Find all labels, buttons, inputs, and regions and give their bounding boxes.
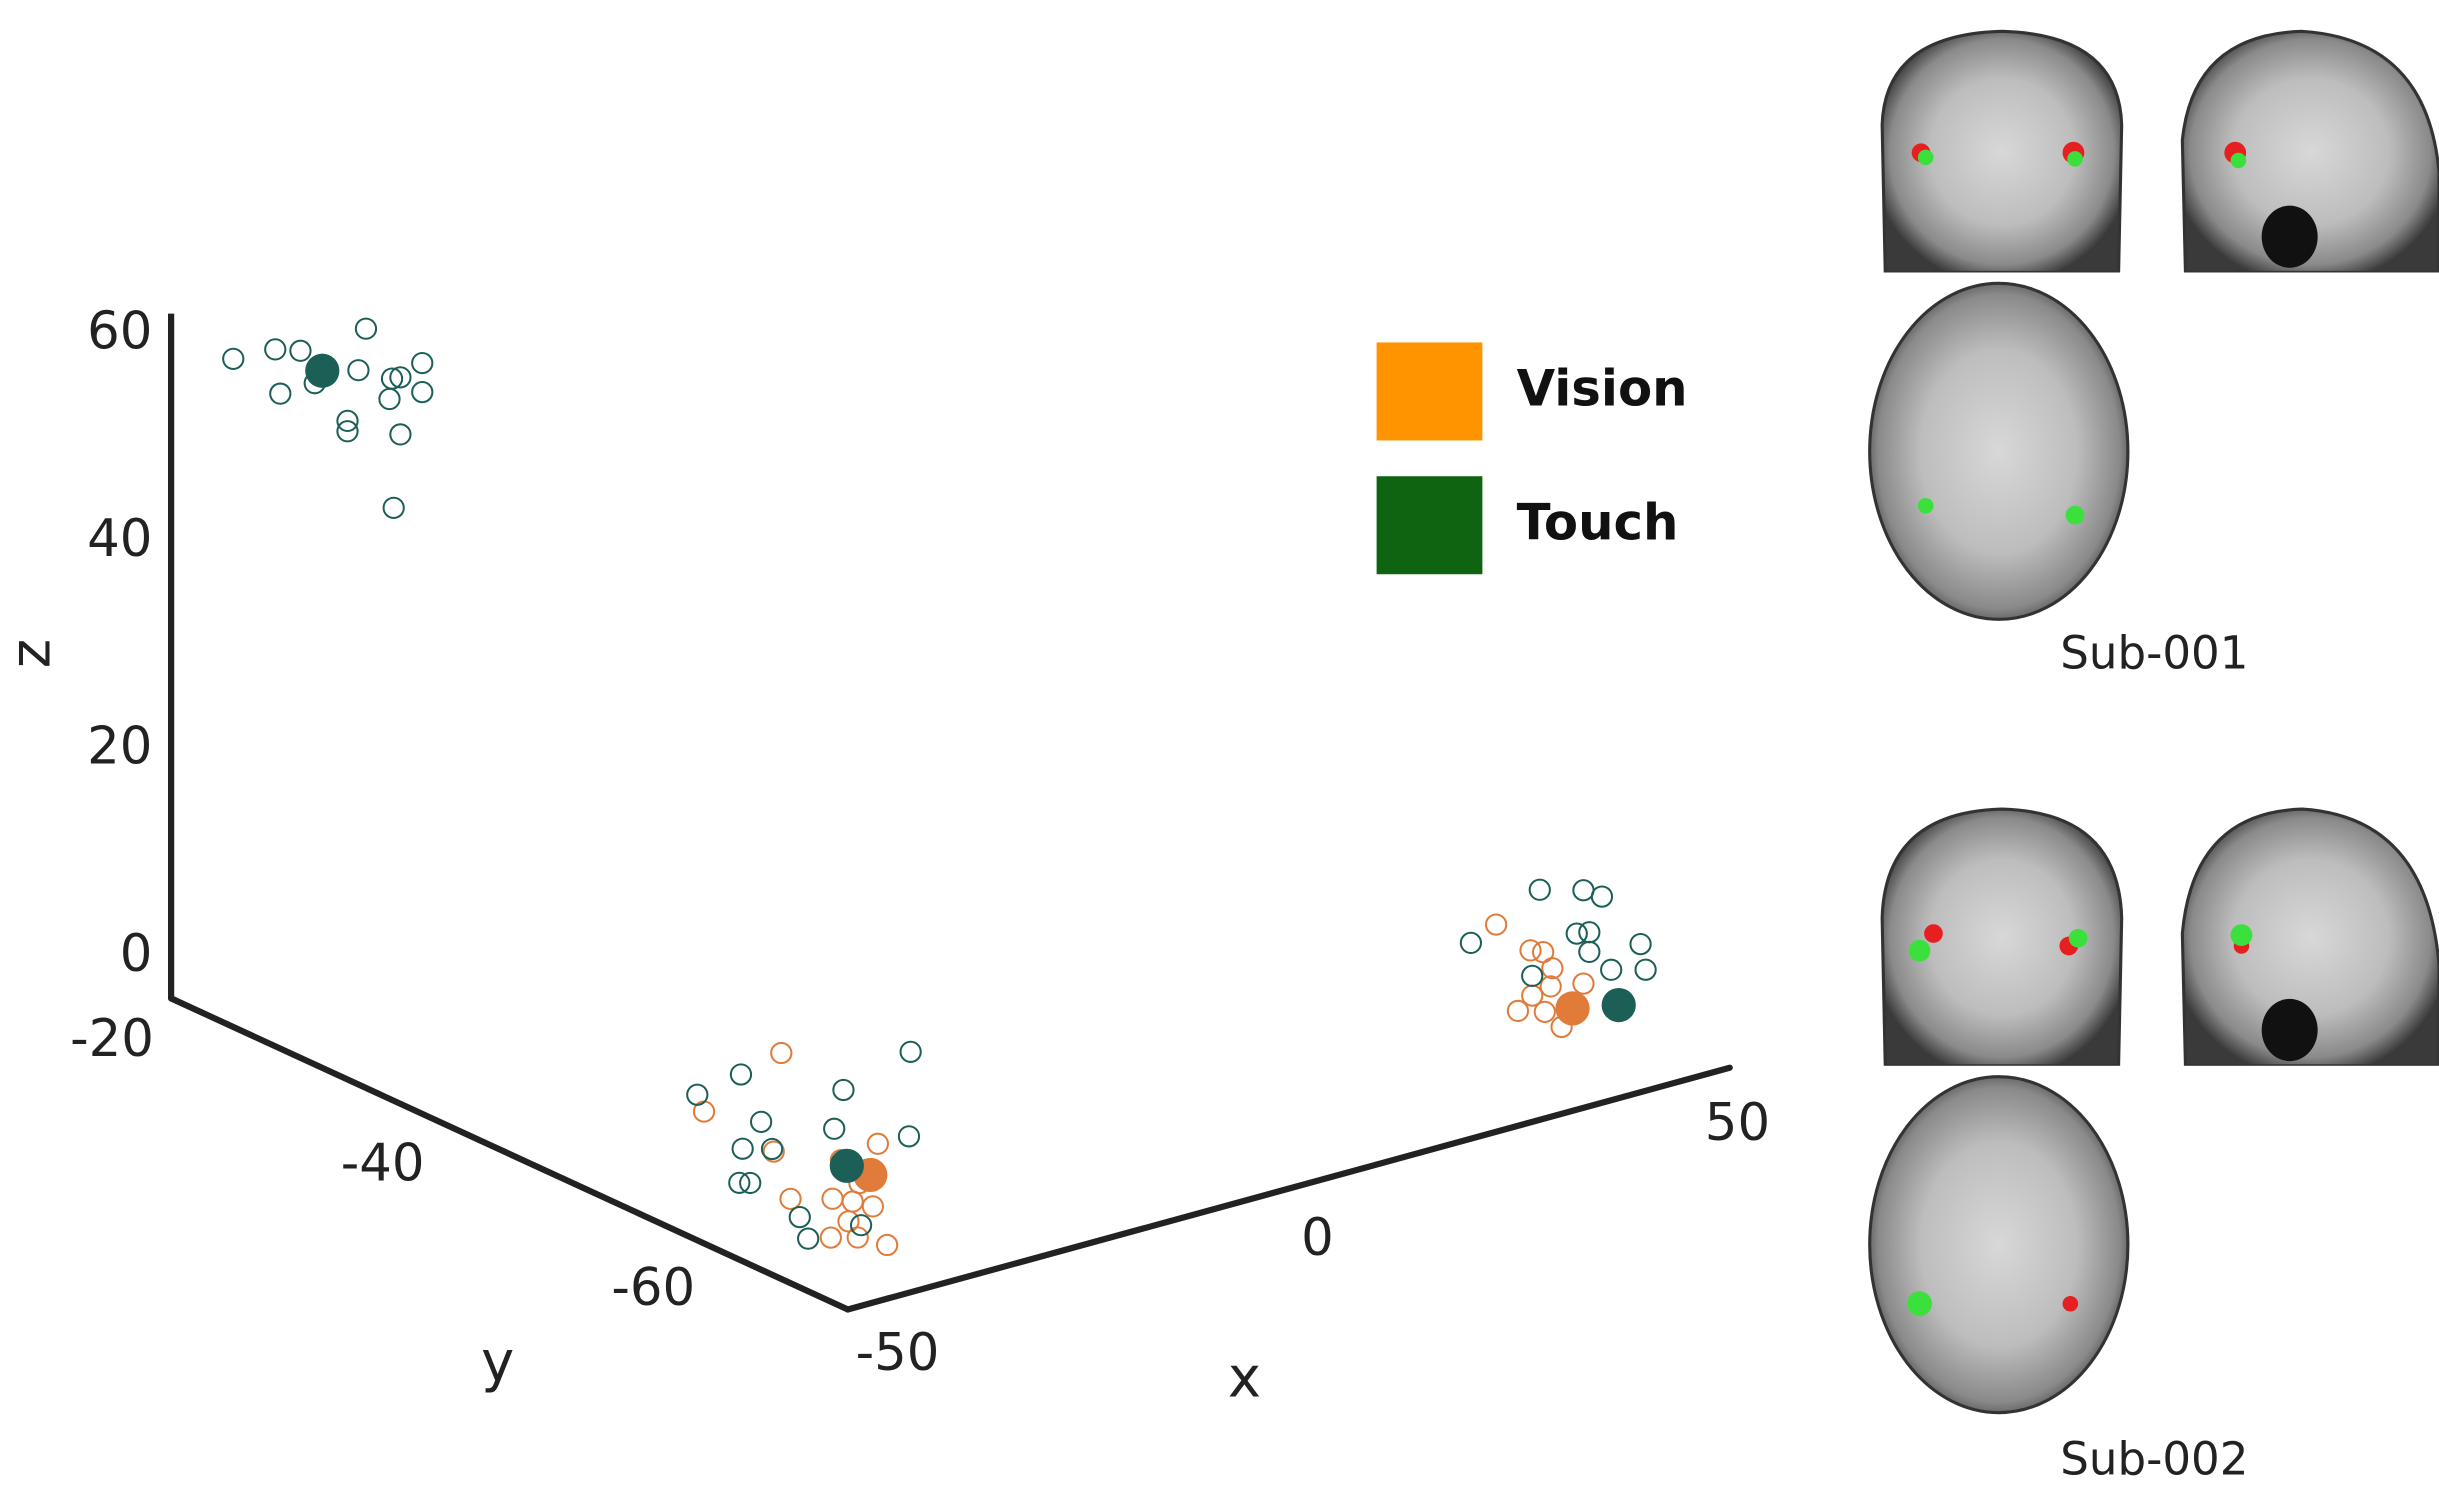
point xyxy=(389,423,412,446)
point xyxy=(861,1195,884,1218)
point xyxy=(1629,932,1652,956)
point xyxy=(832,1078,855,1102)
point xyxy=(1533,1000,1556,1023)
point xyxy=(837,1210,860,1233)
z-tick-label: 0 xyxy=(120,924,153,984)
axial-slice xyxy=(1868,1075,2130,1415)
mean-point xyxy=(1601,987,1636,1023)
cerebellum-shadow xyxy=(2261,205,2318,268)
point xyxy=(1459,931,1483,955)
y-tick-label: -60 xyxy=(611,1258,695,1318)
x-tick-label: 0 xyxy=(1301,1208,1334,1268)
point xyxy=(779,1187,802,1210)
legend-swatch xyxy=(1376,342,1483,441)
x-axis xyxy=(844,1064,1733,1313)
y-tick-label: -20 xyxy=(70,1009,154,1069)
point xyxy=(382,496,405,519)
point xyxy=(289,339,312,362)
point xyxy=(1572,879,1595,902)
point xyxy=(222,347,245,370)
point xyxy=(1600,958,1623,981)
point xyxy=(1634,958,1657,981)
point xyxy=(1521,964,1544,988)
point xyxy=(1521,984,1544,1007)
point xyxy=(1541,957,1564,980)
point xyxy=(686,1083,709,1106)
point xyxy=(841,1190,864,1213)
z-axis-label: z xyxy=(0,639,63,668)
cerebellum-shadow xyxy=(2261,998,2318,1062)
point xyxy=(1528,878,1551,901)
mean-point xyxy=(829,1148,864,1183)
legend-label: Vision xyxy=(1517,360,1688,418)
point xyxy=(389,366,412,389)
point xyxy=(821,1187,844,1210)
point xyxy=(336,409,359,433)
activation xyxy=(1911,141,2247,525)
point xyxy=(411,351,434,375)
point xyxy=(1519,939,1542,962)
coronal-slice xyxy=(1880,29,2124,273)
point xyxy=(876,1233,899,1257)
x-axis-label: x xyxy=(1228,1346,1261,1411)
point xyxy=(1506,999,1530,1023)
point xyxy=(728,1171,751,1194)
brain-panel: Sub-002 xyxy=(1868,807,2439,1485)
point xyxy=(1578,940,1601,964)
point xyxy=(797,1227,820,1250)
point xyxy=(788,1205,811,1229)
point xyxy=(1578,921,1601,944)
sagittal-slice xyxy=(2180,807,2439,1066)
point xyxy=(866,1132,890,1155)
point xyxy=(770,1041,793,1065)
point xyxy=(760,1137,784,1161)
point xyxy=(1484,913,1508,936)
x-tick-label: 50 xyxy=(1705,1093,1770,1153)
x-tick-label: -50 xyxy=(856,1323,940,1383)
point xyxy=(750,1110,773,1133)
activation xyxy=(1907,924,2253,1317)
point xyxy=(269,382,292,405)
point xyxy=(264,338,287,361)
legend-swatch xyxy=(1376,476,1483,575)
legend-label: Touch xyxy=(1517,494,1679,552)
point xyxy=(354,317,378,340)
subject-label: Sub-001 xyxy=(2060,627,2248,680)
point xyxy=(378,387,401,411)
point xyxy=(823,1117,846,1140)
point xyxy=(762,1140,785,1163)
brain-panel: Sub-001 xyxy=(1868,29,2439,680)
point xyxy=(819,1226,842,1249)
point xyxy=(336,420,359,443)
mean-point xyxy=(305,353,340,388)
point xyxy=(1539,975,1562,998)
point xyxy=(729,1063,753,1086)
point xyxy=(739,1171,762,1195)
y-axis-label: y xyxy=(481,1330,514,1395)
y-tick-label: -40 xyxy=(341,1133,425,1193)
point xyxy=(1572,972,1595,995)
y-axis xyxy=(167,995,851,1313)
coronal-slice xyxy=(1880,807,2124,1066)
point xyxy=(1590,885,1614,908)
z-tick-label: 60 xyxy=(87,301,152,361)
point xyxy=(1565,922,1588,945)
point xyxy=(411,380,434,404)
point xyxy=(731,1137,754,1160)
point xyxy=(347,359,370,382)
point xyxy=(899,1040,922,1063)
point xyxy=(897,1125,921,1148)
point xyxy=(849,1214,873,1237)
z-tick-label: 20 xyxy=(87,716,152,776)
sagittal-slice xyxy=(2180,29,2439,273)
subject-label: Sub-002 xyxy=(2060,1432,2248,1485)
z-tick-label: 40 xyxy=(87,509,152,569)
axial-slice xyxy=(1868,281,2130,621)
mean-point xyxy=(1555,991,1590,1026)
